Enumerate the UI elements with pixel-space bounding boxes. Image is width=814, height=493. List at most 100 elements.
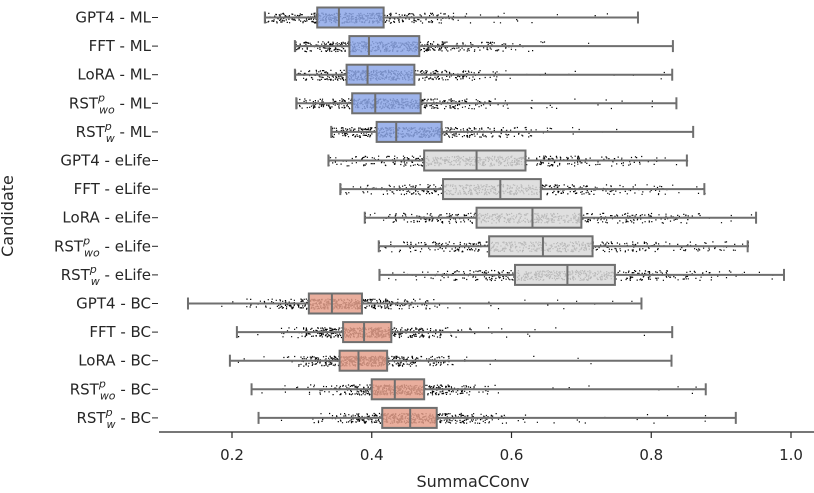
y-tick-label: GPT4 - ML xyxy=(75,9,151,27)
label-sup: p xyxy=(97,91,105,104)
label-suffix: - eLife xyxy=(100,152,151,170)
box-11 xyxy=(235,321,674,344)
box-9 xyxy=(378,263,786,286)
y-axis-title: Candidate xyxy=(0,175,17,257)
jitter-points xyxy=(378,241,749,253)
iqr-box xyxy=(375,120,443,143)
y-tick-label: FFT - eLife xyxy=(74,180,151,198)
label-suffix: - ML xyxy=(115,94,152,112)
iqr-box xyxy=(442,178,542,201)
label-base: LoRA xyxy=(78,352,116,370)
label-suffix: - ML xyxy=(115,9,152,27)
iqr-box xyxy=(342,321,393,344)
y-tick-label: RSTp w - ML xyxy=(76,120,152,145)
jitter-points xyxy=(331,126,618,138)
y-tick-label: RSTp wo - eLife xyxy=(54,234,151,259)
x-tick-labels: 0.2 0.4 0.6 0.8 1.0 xyxy=(220,432,803,464)
iqr-box xyxy=(348,35,421,58)
label-sub: wo xyxy=(100,389,116,402)
x-tick-label: 0.4 xyxy=(360,446,384,464)
iqr-box xyxy=(488,235,594,258)
iqr-box xyxy=(370,378,426,401)
label-suffix: - ML xyxy=(115,37,152,55)
box-0 xyxy=(263,6,639,29)
x-tick-label: 0.2 xyxy=(220,446,244,464)
y-tick-label: FFT - ML xyxy=(89,37,152,55)
y-tick-label: RSTp wo - ML xyxy=(69,91,152,116)
label-base: RST xyxy=(61,266,91,284)
iqr-box xyxy=(351,92,422,115)
box-6 xyxy=(339,178,706,201)
y-tick-label: GPT4 - eLife xyxy=(60,152,151,170)
x-tick-label: 0.8 xyxy=(639,446,663,464)
box-5 xyxy=(327,149,688,172)
x-tick-label: 1.0 xyxy=(779,446,803,464)
iqr-box xyxy=(316,6,385,29)
y-tick-label: LoRA - eLife xyxy=(62,209,151,227)
y-tick-label: RSTp w - eLife xyxy=(61,263,151,288)
iqr-box xyxy=(338,349,389,372)
box-12 xyxy=(228,349,673,372)
label-sub: w xyxy=(107,418,116,431)
label-sup: p xyxy=(105,406,113,419)
label-sub: w xyxy=(91,275,100,288)
box-14 xyxy=(257,406,737,429)
y-tick-label: RSTp w - BC xyxy=(76,406,151,431)
iqr-box xyxy=(307,292,363,315)
iqr-box xyxy=(423,149,527,172)
box-4 xyxy=(330,120,695,143)
label-suffix: - eLife xyxy=(100,237,151,255)
iqr-box xyxy=(513,263,616,286)
label-sup: p xyxy=(104,120,112,133)
iqr-box xyxy=(475,206,583,229)
label-base: RST xyxy=(76,123,106,141)
label-sup: p xyxy=(82,234,90,247)
label-base: RST xyxy=(54,237,84,255)
boxes-layer xyxy=(186,6,786,429)
label-suffix: - BC xyxy=(116,295,151,313)
jitter-points xyxy=(340,184,706,196)
iqr-box xyxy=(345,63,416,86)
label-suffix: - ML xyxy=(115,66,152,84)
label-sup: p xyxy=(98,377,106,390)
box-8 xyxy=(377,235,749,258)
label-sub: wo xyxy=(99,103,115,116)
y-tick-label: LoRA - BC xyxy=(78,352,151,370)
label-suffix: - BC xyxy=(116,380,151,398)
y-tick-label: FFT - BC xyxy=(89,323,151,341)
x-axis-title: SummaCConv xyxy=(416,472,529,491)
x-tick-label: 0.6 xyxy=(500,446,524,464)
label-base: LoRA xyxy=(62,209,100,227)
label-suffix: - ML xyxy=(115,123,152,141)
box-7 xyxy=(363,206,758,229)
label-base: LoRA xyxy=(77,66,115,84)
label-sub: wo xyxy=(84,246,100,259)
label-suffix: - eLife xyxy=(100,180,151,198)
label-suffix: - BC xyxy=(116,352,151,370)
label-base: RST xyxy=(70,380,100,398)
label-base: RST xyxy=(76,409,106,427)
label-base: GPT4 xyxy=(75,9,114,27)
label-sup: p xyxy=(89,263,97,276)
box-1 xyxy=(293,35,674,58)
label-base: FFT xyxy=(74,180,101,198)
box-3 xyxy=(295,92,678,115)
box-2 xyxy=(293,63,674,86)
label-base: RST xyxy=(69,94,99,112)
label-base: FFT xyxy=(89,323,116,341)
label-suffix: - eLife xyxy=(100,209,151,227)
box-10 xyxy=(186,292,643,315)
label-sub: w xyxy=(106,132,115,145)
y-tick-label: LoRA - ML xyxy=(77,66,151,84)
label-base: GPT4 xyxy=(76,295,115,313)
y-tick-label: RSTp wo - BC xyxy=(70,377,151,402)
label-suffix: - BC xyxy=(116,409,151,427)
label-base: FFT xyxy=(89,37,116,55)
box-13 xyxy=(250,378,707,401)
jitter-points xyxy=(328,155,689,167)
y-tick-label: GPT4 - BC xyxy=(76,295,151,313)
label-suffix: - eLife xyxy=(100,266,151,284)
label-base: GPT4 xyxy=(60,152,99,170)
